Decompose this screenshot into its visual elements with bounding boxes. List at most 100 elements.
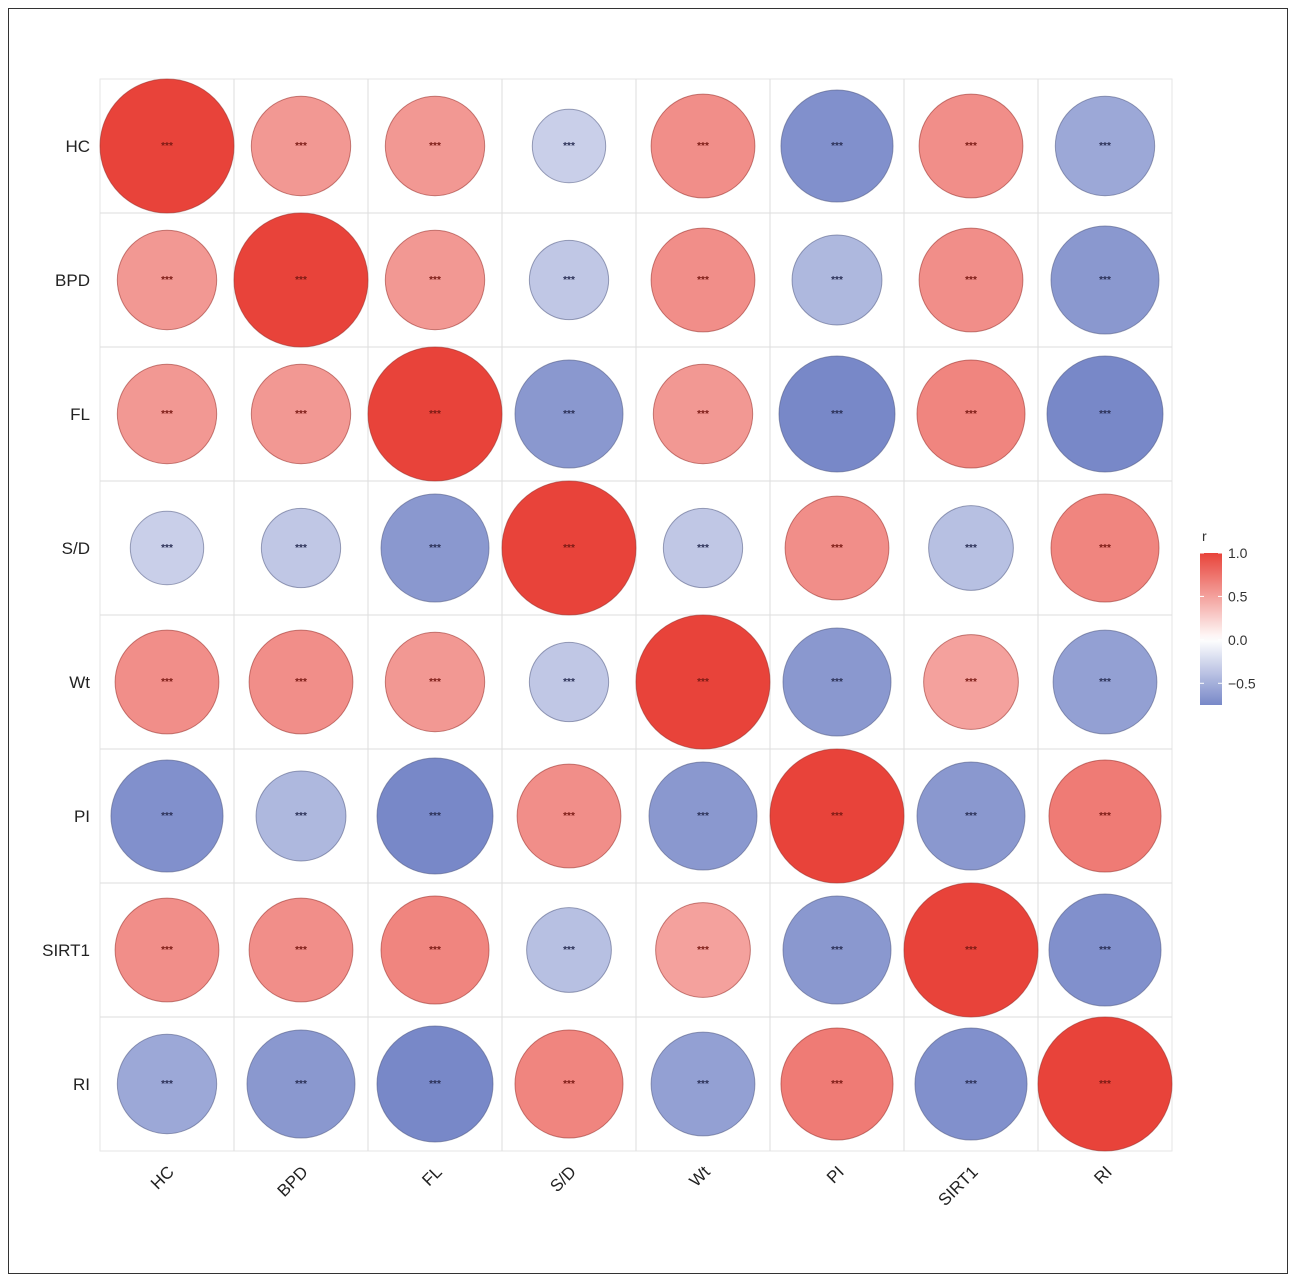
correlation-circle-FL-S/D (514, 359, 624, 469)
x-tick-label: Wt (686, 1162, 714, 1190)
significance-label: *** (563, 409, 575, 420)
y-tick-label: FL (70, 405, 90, 424)
significance-label: *** (429, 811, 441, 822)
correlation-circle-SIRT1-HC (114, 897, 220, 1003)
correlation-circle-HC-SIRT1 (918, 93, 1024, 199)
significance-label: *** (295, 141, 307, 152)
correlation-circle-RI-PI (780, 1027, 894, 1141)
significance-label: *** (965, 409, 977, 420)
significance-label: *** (697, 275, 709, 286)
correlation-circle-SIRT1-S/D (526, 907, 612, 993)
correlation-circle-FL-BPD (250, 363, 352, 465)
legend-tick-label: 0.5 (1228, 588, 1248, 604)
significance-label: *** (429, 409, 441, 420)
correlation-circle-FL-Wt (652, 363, 754, 465)
correlation-circle-PI-BPD (255, 770, 347, 862)
legend-title: r (1202, 528, 1207, 544)
significance-label: *** (831, 409, 843, 420)
significance-label: *** (965, 141, 977, 152)
correlation-circle-PI-FL (376, 757, 494, 875)
y-tick-label: Wt (69, 673, 90, 692)
correlation-circle-FL-PI (778, 355, 896, 473)
y-tick-label: SIRT1 (42, 941, 90, 960)
correlation-circle-PI-PI (769, 748, 905, 884)
significance-label: *** (563, 141, 575, 152)
significance-label: *** (295, 275, 307, 286)
significance-label: *** (1099, 275, 1111, 286)
significance-label: *** (1099, 945, 1111, 956)
correlation-circle-RI-SIRT1 (914, 1027, 1028, 1141)
correlation-circle-RI-FL (376, 1025, 494, 1143)
correlation-circle-S/D-Wt (662, 507, 744, 589)
correlation-circle-BPD-RI (1050, 225, 1160, 335)
significance-label: *** (831, 1079, 843, 1090)
correlation-circle-Wt-SIRT1 (923, 634, 1019, 730)
significance-label: *** (563, 811, 575, 822)
significance-label: *** (161, 141, 173, 152)
correlation-circle-SIRT1-BPD (248, 897, 354, 1003)
correlation-circle-Wt-HC (114, 629, 220, 735)
significance-label: *** (563, 945, 575, 956)
significance-label: *** (563, 677, 575, 688)
significance-label: *** (429, 275, 441, 286)
significance-label: *** (161, 677, 173, 688)
significance-label: *** (161, 1079, 173, 1090)
correlation-circle-HC-FL (384, 95, 486, 197)
significance-label: *** (429, 543, 441, 554)
correlation-circle-HC-S/D (531, 108, 607, 184)
y-tick-label: PI (74, 807, 90, 826)
correlation-circle-HC-PI (780, 89, 894, 203)
correlation-circle-Wt-BPD (248, 629, 354, 735)
correlation-circle-Wt-RI (1052, 629, 1158, 735)
significance-label: *** (965, 945, 977, 956)
significance-label: *** (161, 945, 173, 956)
correlation-circle-HC-Wt (650, 93, 756, 199)
legend: r 1.0 0.5 0.0 −0.5 (1200, 528, 1256, 705)
correlation-circle-SIRT1-SIRT1 (903, 882, 1039, 1018)
significance-label: *** (1099, 811, 1111, 822)
significance-label: *** (697, 677, 709, 688)
x-tick-label: S/D (546, 1162, 579, 1195)
significance-label: *** (697, 945, 709, 956)
significance-label: *** (1099, 409, 1111, 420)
significance-label: *** (965, 677, 977, 688)
correlation-circle-FL-RI (1046, 355, 1164, 473)
x-tick-label: HC (147, 1162, 178, 1193)
correlation-circle-HC-RI (1054, 95, 1156, 197)
significance-label: *** (697, 141, 709, 152)
correlation-circle-HC-HC (99, 78, 235, 214)
correlation-circle-BPD-S/D (528, 239, 610, 321)
correlation-circle-BPD-FL (384, 229, 486, 331)
x-tick-label: FL (418, 1162, 445, 1189)
correlation-circle-BPD-PI (791, 234, 883, 326)
circle-layer: *** *** *** *** *** *** *** *** *** *** *** *** *** *… (99, 78, 1173, 1152)
significance-label: *** (831, 811, 843, 822)
correlation-circle-FL-SIRT1 (916, 359, 1026, 469)
correlation-circle-PI-Wt (648, 761, 758, 871)
correlation-circle-SIRT1-PI (782, 895, 892, 1005)
significance-label: *** (161, 811, 173, 822)
correlation-circle-PI-RI (1048, 759, 1162, 873)
significance-label: *** (563, 1079, 575, 1090)
correlation-circle-RI-S/D (514, 1029, 624, 1139)
y-tick-label: BPD (55, 271, 90, 290)
significance-label: *** (965, 811, 977, 822)
significance-label: *** (831, 543, 843, 554)
correlation-circle-Wt-PI (782, 627, 892, 737)
significance-label: *** (697, 1079, 709, 1090)
correlation-circle-PI-HC (110, 759, 224, 873)
correlation-circle-RI-Wt (650, 1031, 756, 1137)
correlation-circle-S/D-SIRT1 (928, 505, 1014, 591)
correlation-circle-FL-FL (367, 346, 503, 482)
significance-label: *** (429, 1079, 441, 1090)
legend-tick-label: 1.0 (1228, 545, 1248, 561)
correlation-circle-S/D-BPD (260, 507, 342, 589)
significance-label: *** (429, 141, 441, 152)
correlation-circle-SIRT1-Wt (655, 902, 751, 998)
correlation-circle-RI-RI (1037, 1016, 1173, 1152)
correlation-circle-S/D-FL (380, 493, 490, 603)
significance-label: *** (831, 141, 843, 152)
significance-label: *** (563, 275, 575, 286)
significance-label: *** (295, 811, 307, 822)
